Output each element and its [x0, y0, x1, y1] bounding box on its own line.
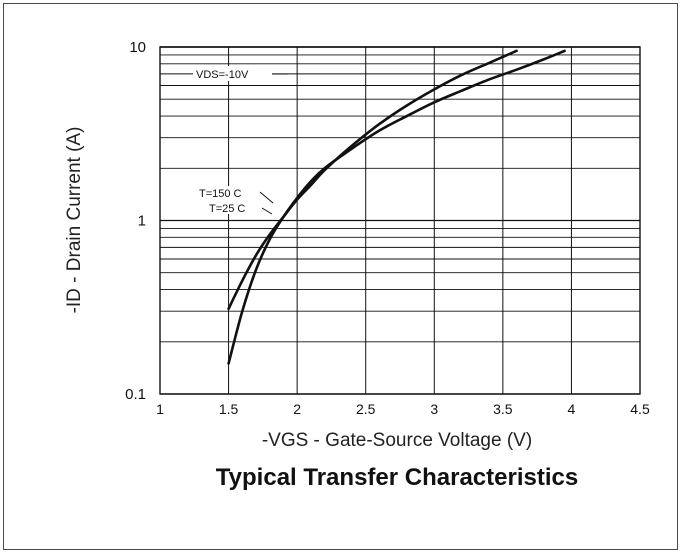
- chart-frame: [3, 3, 678, 550]
- vds-annotation: VDS=-10V: [193, 66, 288, 81]
- y-tick-label: 0.1: [125, 386, 146, 403]
- x-tick-label: 1: [156, 401, 164, 417]
- y-tick-label: 1: [138, 213, 146, 230]
- x-axis-label: -VGS - Gate-Source Voltage (V): [262, 430, 532, 451]
- x-tick-label: 2: [293, 401, 301, 417]
- t150-label: T=150 C: [199, 188, 242, 200]
- series-line-t25: [227, 49, 566, 365]
- x-tick-label: 3: [430, 401, 438, 417]
- x-tick-label: 4.5: [630, 401, 650, 417]
- temperature-annotations: T=150 C T=25 C: [197, 186, 274, 215]
- t25-label: T=25 C: [209, 203, 245, 215]
- y-tick-labels: 0.1 1 10: [125, 39, 146, 403]
- grid: [159, 46, 641, 395]
- plot-border: [159, 46, 641, 395]
- chart-title: Typical Transfer Characteristics: [216, 464, 578, 491]
- x-tick-label: 2.5: [356, 401, 376, 417]
- vds-label: VDS=-10V: [196, 69, 249, 81]
- y-axis-label: -ID - Drain Current (A): [64, 127, 85, 314]
- t25-leader: [261, 207, 273, 215]
- series-line-t150: [227, 49, 518, 311]
- x-tick-labels: 1 1.5 2 2.5 3 3.5 4 4.5: [156, 401, 650, 417]
- x-tick-label: 4: [568, 401, 576, 417]
- y-tick-label: 10: [129, 39, 146, 56]
- curves: [227, 49, 566, 365]
- x-tick-label: 3.5: [493, 401, 513, 417]
- x-tick-label: 1.5: [219, 401, 239, 417]
- t150-leader: [259, 191, 274, 204]
